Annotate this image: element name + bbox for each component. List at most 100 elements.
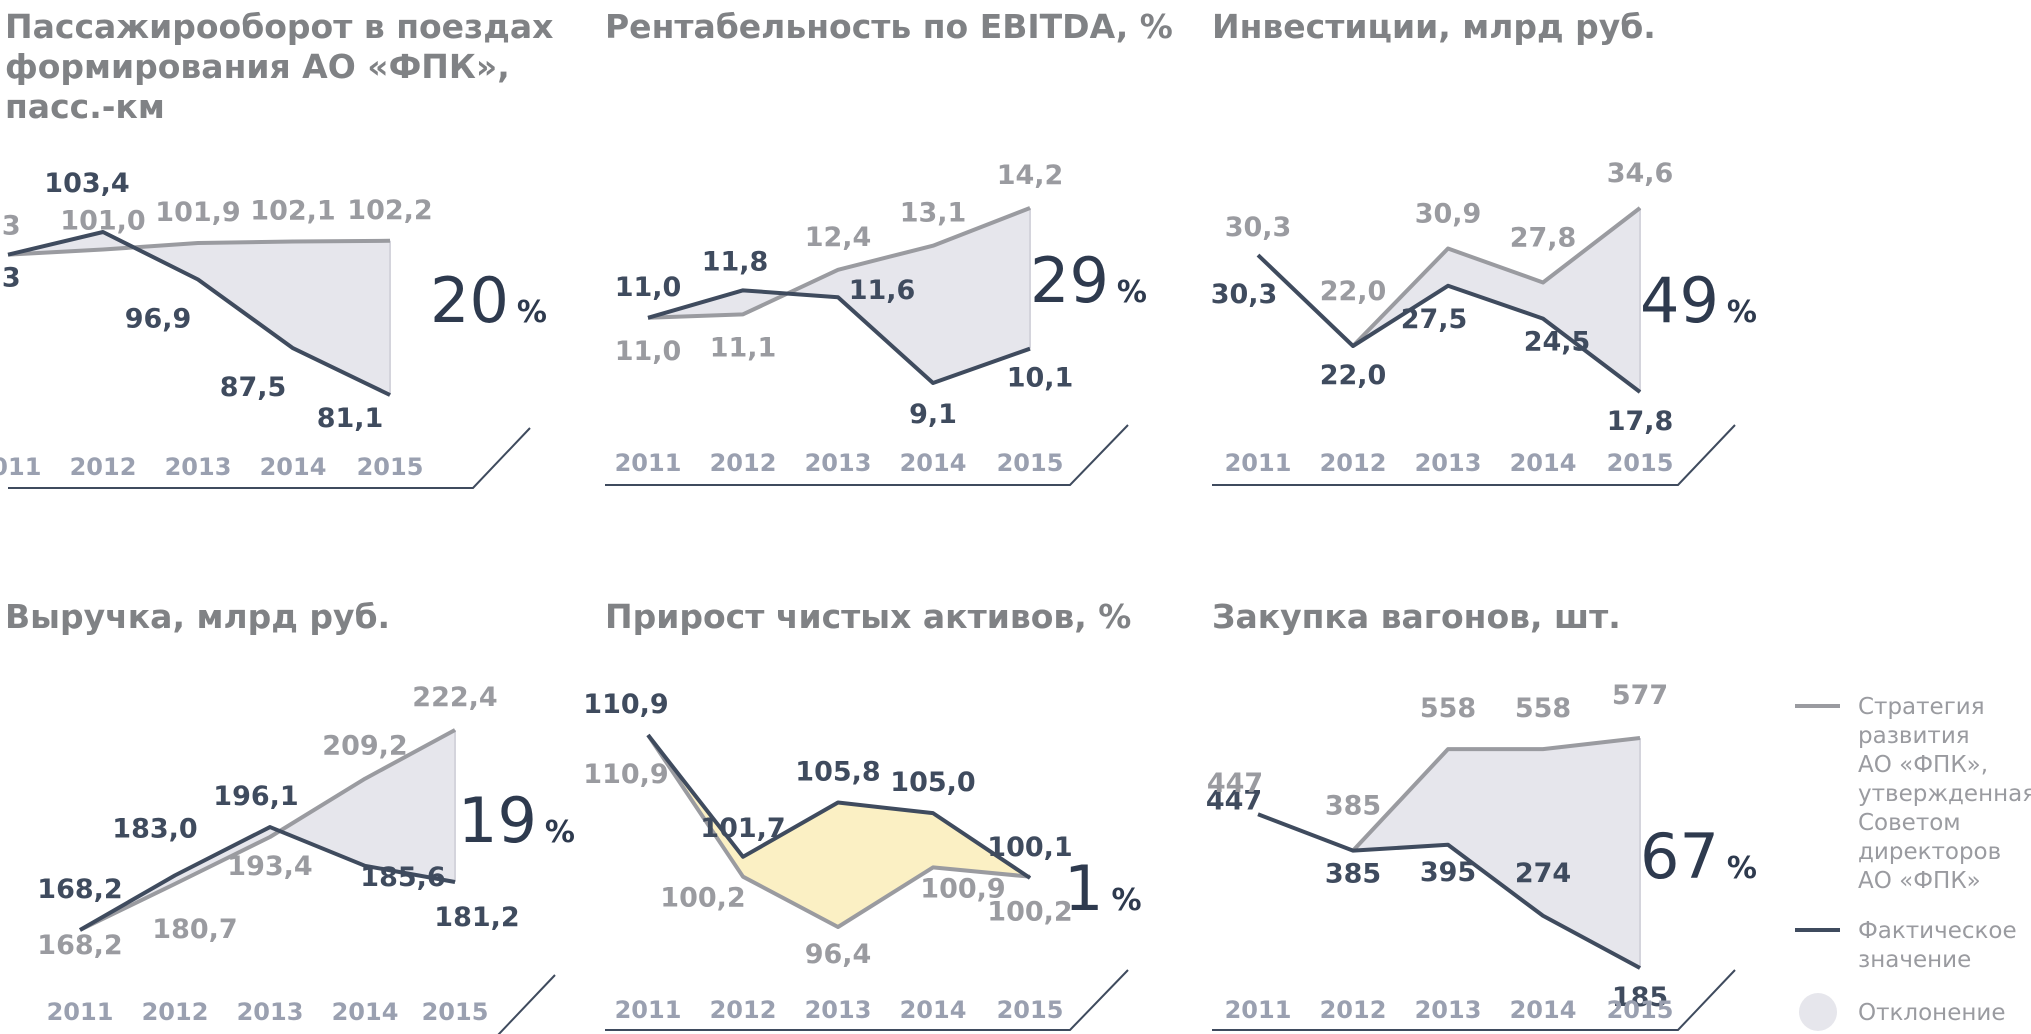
chart-title-line: Прирост чистых активов, % [605,597,1131,636]
deviation-area [648,735,1030,927]
deviation-unit: % [517,295,547,330]
year-label: 2014 [900,996,967,1024]
year-label: 2011 [1225,449,1292,477]
legend-actual-label-line: значение [1858,947,1971,973]
actual-value-label: 101,7 [700,813,785,844]
actual-value-label: 447 [1206,785,1262,816]
chart-panel: Выручка, млрд руб. 168,2 180,7 193,4 209,222… [5,597,575,1034]
actual-value-label: 24,5 [1524,327,1591,358]
actual-value-label: 30,3 [1211,279,1278,310]
strategy-value-label: 222,4 [412,682,497,713]
year-label: 2014 [260,453,327,481]
year-label: 2015 [357,453,424,481]
actual-value-label: 395 [1420,857,1476,888]
chart-title-line: Рентабельность по EBITDA, % [605,7,1173,46]
actual-value-label: 185,6 [360,862,445,893]
chart-panel: Пассажирооборот в поездах формирования АО… [0,7,553,489]
actual-value-label: 96,9 [125,304,192,335]
strategy-value-label: 14,2 [997,160,1064,191]
strategy-line [79,728,456,932]
legend-strategy-label-line: АО «ФПК», [1858,752,1988,778]
chart-title-line: пасс.-км [5,87,165,126]
strategy-value-label: 11,1 [710,332,777,363]
deviation-number: 29 [1030,244,1109,317]
strategy-value-label: 34,6 [1607,158,1674,189]
legend-strategy-label: Стратегия развития АО «ФПК», утвержденная Со… [1858,694,2031,894]
year-label: 2012 [710,449,777,477]
deviation-area [1353,738,1640,968]
deviation-unit: % [1117,275,1147,310]
strategy-value-label: 558 [1420,693,1476,724]
actual-value-label: 22,0 [1320,360,1387,391]
actual-value-label: 181,2 [434,902,519,933]
actual-value-label: 10,1 [1007,363,1074,394]
chart-title-line: формирования АО «ФПК», [5,47,510,86]
year-label: 2014 [900,449,967,477]
strategy-value-label: 102,2 [347,195,432,226]
year-label: 2011 [0,453,41,481]
axis-line [605,969,1129,1031]
deviation-area [1353,208,1640,392]
legend-strategy-label-line: директоров [1858,839,2001,865]
actual-line [7,230,391,397]
year-label: 2011 [47,998,114,1026]
year-label: 2015 [1607,996,1674,1024]
strategy-value-label: 22,0 [1320,276,1387,307]
actual-value-label: 385 [1325,859,1381,890]
strategy-line [1351,206,1642,348]
actual-value-label: 27,5 [1401,304,1468,335]
actual-value-label: 185 [1612,982,1668,1013]
strategy-line [7,238,391,257]
strategy-value-label: 447 [1207,768,1263,799]
strategy-line [646,733,1031,929]
strategy-value-label: 101,0 [60,206,145,237]
actual-value-label: 196,1 [213,781,298,812]
year-label: 2012 [70,453,137,481]
chart-title: Инвестиции, млрд руб. [1212,7,1656,46]
year-label: 2015 [997,996,1064,1024]
strategy-value-label: 209,2 [322,731,407,762]
year-label: 2015 [422,998,489,1026]
deviation-percent: 67% [1640,820,1757,893]
legend-actual-label-line: Фактическое [1858,918,2017,944]
legend-strategy-label-line: развития [1858,723,1970,749]
strategy-value-label: 27,8 [1510,222,1577,253]
deviation-number: 1 [1064,852,1103,925]
year-label: 2013 [237,998,304,1026]
actual-value-label: 103,4 [44,168,129,199]
axis-line [8,427,531,489]
legend-strategy-label-line: Советом [1858,810,1961,836]
deviation-number: 49 [1640,264,1719,337]
year-label: 2013 [805,449,872,477]
actual-line [79,825,456,932]
actual-line [646,733,1032,880]
strategy-value-label: 110,9 [583,759,668,790]
chart-title-line: Закупка вагонов, шт. [1212,597,1621,636]
strategy-value-label: 385 [1325,791,1381,822]
deviation-percent: 1% [1064,852,1142,925]
year-label: 2012 [710,996,777,1024]
deviation-percent: 19% [458,784,575,857]
actual-value-label: 100,1 [987,832,1072,863]
year-label: 2013 [165,453,232,481]
chart-title: Рентабельность по EBITDA, % [605,7,1173,46]
actual-value-label: 11,0 [615,272,682,303]
chart-panel: Инвестиции, млрд руб. 22,0 30,9 27,8 34,6 30,… [1211,7,1757,486]
legend: Стратегия развития АО «ФПК», утвержденная Со… [1795,694,2031,1031]
actual-value-label: 105,0 [890,767,975,798]
actual-value-label: 11,6 [849,275,916,306]
axis-line [1212,424,1736,486]
actual-value-label: 17,8 [1607,406,1674,437]
chart-title-line: Пассажирооборот в поездах [5,7,553,46]
deviation-percent: 49% [1640,264,1757,337]
actual-value-label: 168,2 [37,874,122,905]
chart-title: Пассажирооборот в поездах формирования АО… [5,7,553,126]
actual-value-label: 81,1 [317,403,384,434]
chart-panel: Прирост чистых активов, % 110,9 100,2 96,4 1… [583,597,1142,1031]
strategy-value-label: 13,1 [900,198,967,229]
deviation-number: 67 [1640,820,1719,893]
year-label: 2014 [332,998,399,1026]
actual-value-label: 11,8 [702,246,769,277]
year-label: 2013 [805,996,872,1024]
